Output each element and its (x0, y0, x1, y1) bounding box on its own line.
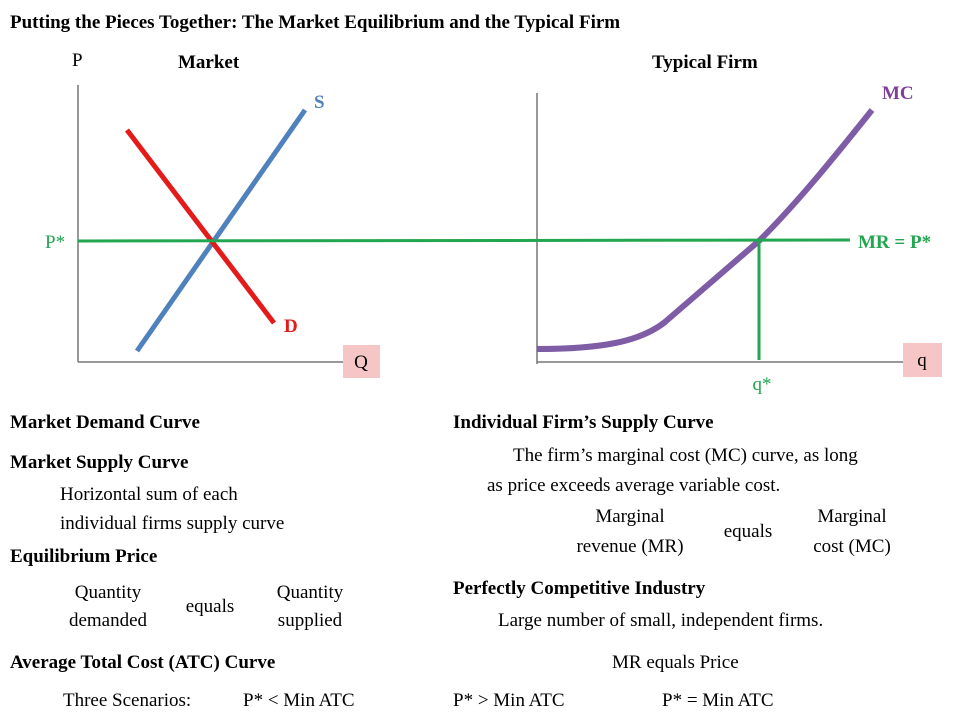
scenario: P* > Min ATC (453, 690, 565, 711)
heading: Equilibrium Price (10, 546, 157, 567)
text: Large number of small, independent firms… (498, 610, 823, 631)
text: Marginal (817, 506, 886, 527)
supply-curve (134, 108, 308, 353)
text: Marginal (595, 506, 664, 527)
text: Horizontal sum of each (60, 484, 238, 505)
text: Three Scenarios: (63, 690, 191, 711)
text: cost (MC) (813, 536, 891, 557)
price-label: P* (45, 232, 65, 253)
text: Quantity (277, 582, 344, 603)
label-box (903, 343, 942, 377)
price-line (77, 238, 851, 243)
text: as price exceeds average variable cost. (487, 475, 780, 496)
axis-label: P (72, 50, 83, 71)
text: revenue (MR) (576, 536, 683, 557)
scenario: P* = Min ATC (662, 690, 774, 711)
curve-label: S (314, 92, 325, 113)
axis-label: q (917, 350, 927, 371)
quantity-label: q* (753, 374, 772, 395)
graph-title: Market (178, 52, 240, 73)
text: supplied (278, 610, 343, 631)
text: equals (724, 521, 773, 542)
heading: Average Total Cost (ATC) Curve (10, 652, 275, 673)
axis-label: Q (354, 352, 368, 373)
curve-label: D (284, 316, 298, 337)
heading: Perfectly Competitive Industry (453, 578, 706, 599)
text: demanded (69, 610, 148, 631)
graph-title: Typical Firm (652, 52, 758, 73)
demand-curve (125, 128, 276, 325)
curve-label: MR = P* (858, 232, 931, 253)
mc-curve (536, 108, 875, 352)
heading: Market Supply Curve (10, 452, 188, 473)
heading: Market Demand Curve (10, 412, 200, 433)
heading: Individual Firm’s Supply Curve (453, 412, 714, 433)
text: MR equals Price (612, 652, 739, 673)
scenario: P* < Min ATC (243, 690, 355, 711)
text: The firm’s marginal cost (MC) curve, as … (513, 445, 858, 466)
text: equals (186, 596, 235, 617)
title: Putting the Pieces Together: The Market … (10, 12, 620, 33)
text: individual firms supply curve (60, 513, 284, 534)
label-box (343, 345, 380, 378)
text: Quantity (75, 582, 142, 603)
curve-label: MC (882, 83, 914, 104)
